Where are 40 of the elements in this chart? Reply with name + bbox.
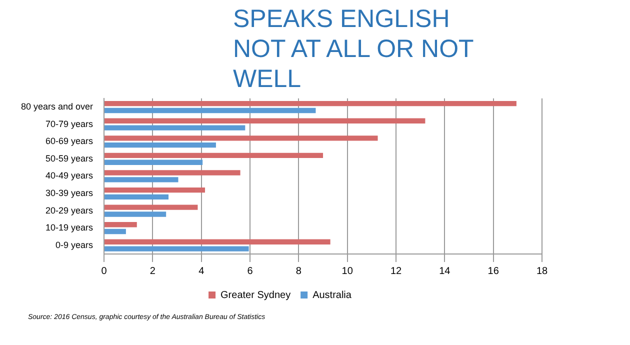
bar bbox=[104, 194, 169, 200]
y-tick-label: 40-49 years bbox=[46, 170, 94, 181]
x-tick-label: 14 bbox=[439, 266, 451, 277]
y-tick-label: 80 years and over bbox=[20, 102, 94, 112]
bar bbox=[104, 246, 249, 252]
y-tick-label: 60-69 years bbox=[46, 136, 94, 146]
legend-label: Greater Sydney bbox=[220, 290, 291, 301]
legend-label: Australia bbox=[312, 290, 352, 301]
x-tick-label: 0 bbox=[101, 266, 108, 277]
bar bbox=[104, 108, 316, 114]
bar bbox=[104, 136, 378, 141]
x-tick-label: 2 bbox=[150, 266, 156, 277]
bar bbox=[104, 170, 240, 176]
bar bbox=[104, 177, 178, 182]
x-tick-label: 6 bbox=[247, 266, 254, 277]
bar bbox=[104, 212, 166, 217]
bar bbox=[104, 118, 426, 124]
y-tick-label: 20-29 years bbox=[46, 205, 94, 216]
x-tick-label: 16 bbox=[488, 266, 500, 277]
y-tick-label: 10-19 years bbox=[46, 222, 94, 233]
bar bbox=[104, 204, 198, 210]
bar bbox=[104, 160, 203, 165]
y-tick-label: 50-59 years bbox=[46, 153, 94, 164]
x-tick-label: 8 bbox=[296, 266, 302, 277]
x-tick-label: 4 bbox=[198, 266, 205, 277]
y-tick-label: 30-39 years bbox=[46, 188, 94, 198]
x-tick-label: 10 bbox=[342, 266, 354, 277]
bar bbox=[104, 125, 246, 130]
y-tick-label: 0-9 years bbox=[56, 240, 94, 250]
bar bbox=[104, 142, 216, 148]
bar bbox=[104, 100, 516, 106]
bar bbox=[104, 152, 324, 158]
bar bbox=[104, 228, 126, 234]
x-tick-label: 12 bbox=[390, 266, 402, 277]
bar bbox=[104, 239, 330, 244]
chart-title: SPEAKS ENGLISH NOT AT ALL OR NOT WELL bbox=[233, 4, 474, 94]
x-tick-label: 18 bbox=[536, 266, 548, 277]
bar bbox=[104, 187, 206, 193]
bar bbox=[104, 222, 137, 228]
y-tick-label: 70-79 years bbox=[46, 118, 94, 129]
